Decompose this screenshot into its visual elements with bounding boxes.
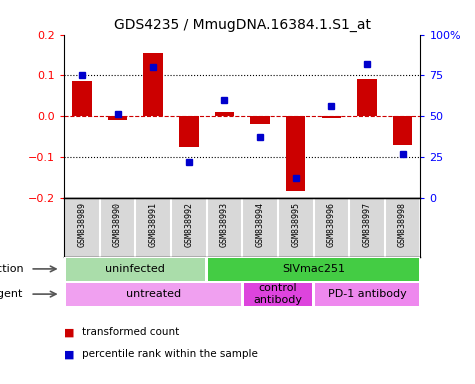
Bar bbox=[72, 81, 92, 116]
Bar bbox=[315, 283, 419, 306]
Text: control
antibody: control antibody bbox=[253, 283, 303, 305]
Bar bbox=[244, 283, 312, 306]
Bar bbox=[215, 112, 234, 116]
Bar bbox=[208, 258, 419, 281]
Bar bbox=[143, 53, 163, 116]
Text: infection: infection bbox=[0, 264, 23, 274]
Bar bbox=[322, 116, 341, 118]
Text: transformed count: transformed count bbox=[82, 327, 180, 337]
Text: SIVmac251: SIVmac251 bbox=[282, 264, 345, 274]
Text: GSM838992: GSM838992 bbox=[184, 202, 193, 247]
Bar bbox=[108, 116, 127, 120]
Bar bbox=[250, 116, 270, 124]
Text: GSM838989: GSM838989 bbox=[77, 202, 86, 247]
Text: untreated: untreated bbox=[125, 289, 181, 299]
Text: GSM838998: GSM838998 bbox=[398, 202, 407, 247]
Bar bbox=[179, 116, 199, 147]
Text: agent: agent bbox=[0, 289, 23, 299]
Text: GSM838993: GSM838993 bbox=[220, 202, 229, 247]
Text: GSM838997: GSM838997 bbox=[362, 202, 371, 247]
Bar bbox=[66, 258, 205, 281]
Bar bbox=[286, 116, 305, 192]
Text: GSM838995: GSM838995 bbox=[291, 202, 300, 247]
Bar bbox=[357, 79, 377, 116]
Text: GSM838996: GSM838996 bbox=[327, 202, 336, 247]
Bar bbox=[393, 116, 412, 145]
Text: GSM838991: GSM838991 bbox=[149, 202, 158, 247]
Title: GDS4235 / MmugDNA.16384.1.S1_at: GDS4235 / MmugDNA.16384.1.S1_at bbox=[114, 18, 371, 32]
Text: ■: ■ bbox=[64, 327, 75, 337]
Bar bbox=[66, 283, 241, 306]
Text: GSM838994: GSM838994 bbox=[256, 202, 265, 247]
Text: percentile rank within the sample: percentile rank within the sample bbox=[82, 349, 258, 359]
Text: ■: ■ bbox=[64, 349, 75, 359]
Text: PD-1 antibody: PD-1 antibody bbox=[328, 289, 406, 299]
Text: GSM838990: GSM838990 bbox=[113, 202, 122, 247]
Text: uninfected: uninfected bbox=[105, 264, 165, 274]
